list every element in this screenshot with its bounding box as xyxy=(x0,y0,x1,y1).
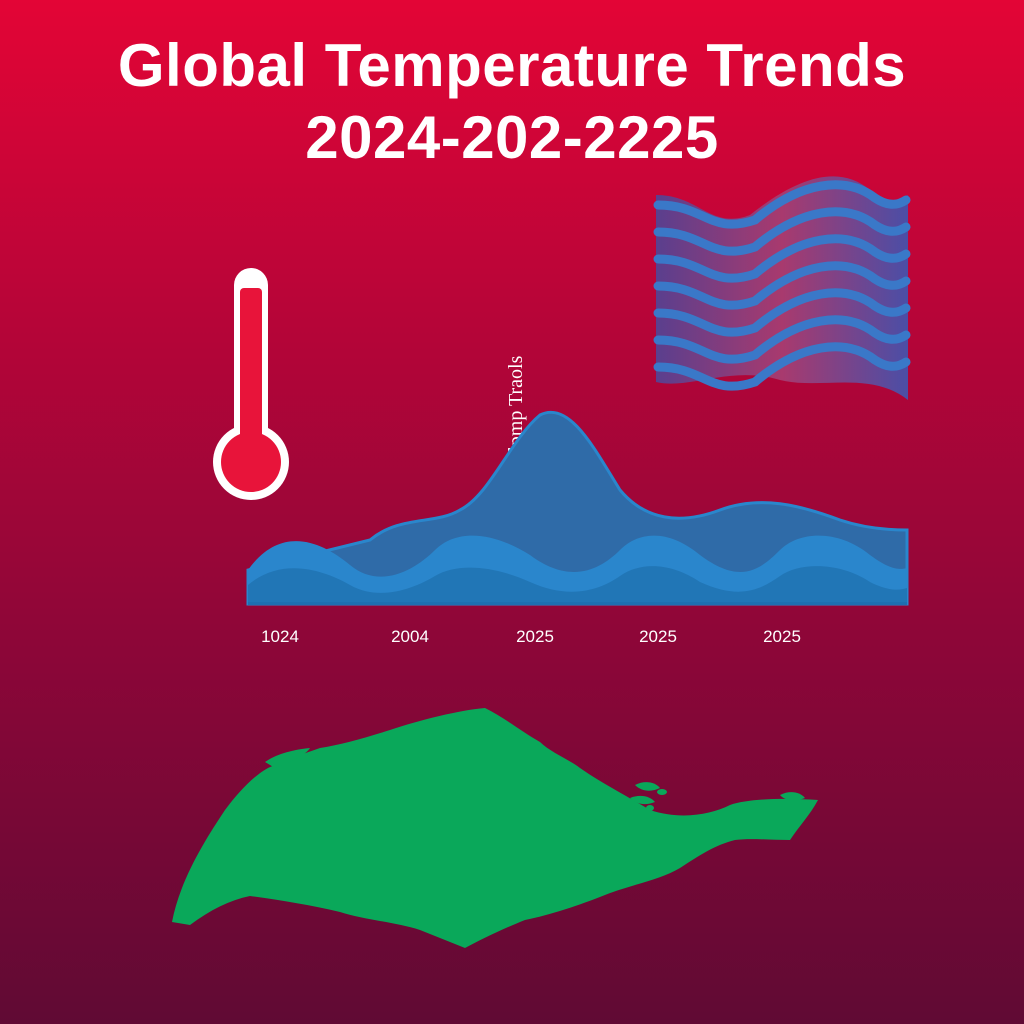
x-tick-label: 2025 xyxy=(763,627,801,646)
map-silhouette xyxy=(172,708,818,948)
chart-baseline xyxy=(248,602,907,605)
x-tick-label: 1024 xyxy=(261,627,299,646)
x-tick-label: 2004 xyxy=(391,627,429,646)
title-line-1: Global Temperature Trends xyxy=(117,32,907,99)
thermometer-icon xyxy=(213,268,289,500)
peak-area xyxy=(246,411,909,606)
poster-title: Global Temperature Trends 2024-202-2225 xyxy=(0,30,1024,174)
area-chart: Timlpmp Traols 1024 2004 2025 2025 2025 xyxy=(246,355,909,646)
x-tick-label: 2025 xyxy=(639,627,677,646)
wave-band-front xyxy=(248,566,907,604)
title-line-2: 2024-202-2225 xyxy=(305,104,719,171)
x-tick-label: 2025 xyxy=(516,627,554,646)
wave-pattern xyxy=(653,176,911,400)
